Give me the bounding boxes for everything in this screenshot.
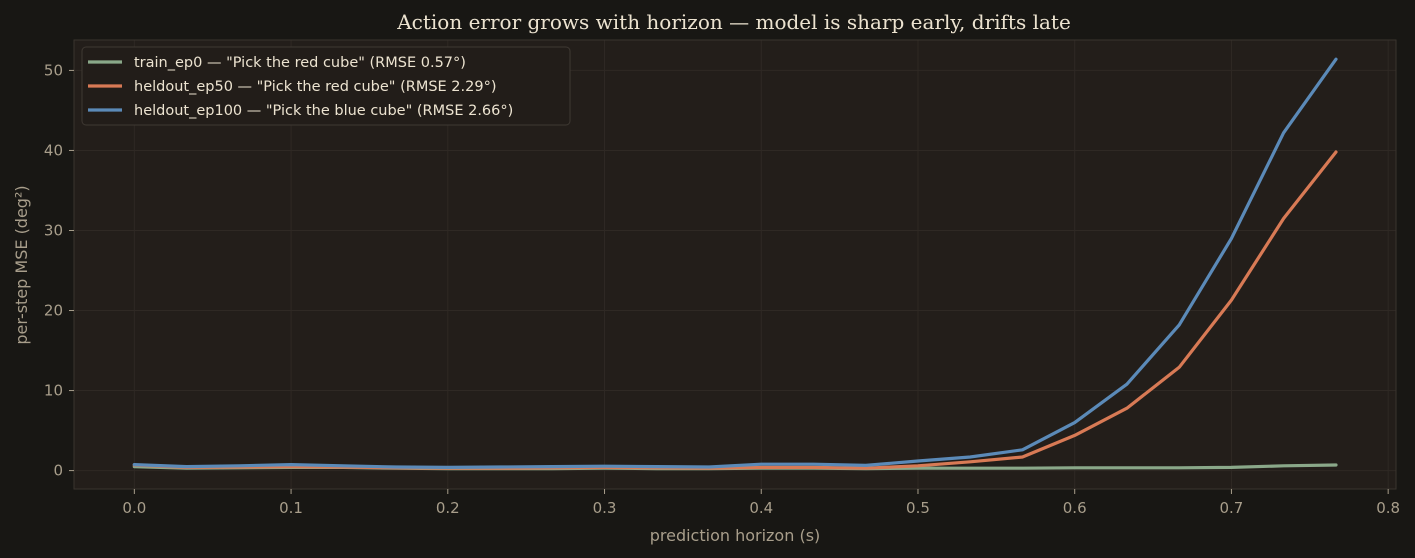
y-tick-label: 20 bbox=[44, 302, 63, 320]
x-tick-label: 0.6 bbox=[1063, 499, 1087, 517]
legend-entries: train_ep0 — "Pick the red cube" (RMSE 0.… bbox=[88, 55, 513, 119]
x-tick-label: 0.2 bbox=[436, 499, 460, 517]
series-line-2 bbox=[132, 57, 1338, 469]
legend-label-0: train_ep0 — "Pick the red cube" (RMSE 0.… bbox=[134, 55, 466, 71]
x-tick-label: 0.7 bbox=[1220, 499, 1244, 517]
y-tick-label: 0 bbox=[53, 462, 63, 480]
y-tick-label: 40 bbox=[44, 141, 63, 159]
legend-label-1: heldout_ep50 — "Pick the red cube" (RMSE… bbox=[134, 79, 497, 95]
y-tick-label: 50 bbox=[44, 61, 63, 79]
x-tick-label: 0.1 bbox=[279, 499, 303, 517]
legend-box bbox=[81, 46, 571, 126]
y-tick-label: 10 bbox=[44, 382, 63, 400]
x-tick-label: 0.5 bbox=[906, 499, 930, 517]
chart-title: Action error grows with horizon — model … bbox=[396, 10, 1071, 34]
x-tick-label: 0.4 bbox=[749, 499, 773, 517]
y-axis-ticks: 0 10 20 30 40 50 bbox=[44, 61, 74, 480]
y-axis-label: per-step MSE (deg²) bbox=[12, 185, 31, 344]
x-tick-label: 0.0 bbox=[122, 499, 146, 517]
x-axis-label: prediction horizon (s) bbox=[650, 526, 821, 545]
x-tick-label: 0.8 bbox=[1376, 499, 1400, 517]
legend-label-2: heldout_ep100 — "Pick the blue cube" (RM… bbox=[134, 103, 513, 119]
series-lines bbox=[132, 57, 1338, 471]
plot-frame bbox=[73, 39, 1397, 490]
y-tick-label: 30 bbox=[44, 221, 63, 239]
x-axis-ticks: 0.0 0.1 0.2 0.3 0.4 0.5 0.6 0.7 0.8 bbox=[122, 489, 1400, 517]
x-tick-label: 0.3 bbox=[593, 499, 617, 517]
legend: train_ep0 — "Pick the red cube" (RMSE 0.… bbox=[81, 46, 571, 126]
